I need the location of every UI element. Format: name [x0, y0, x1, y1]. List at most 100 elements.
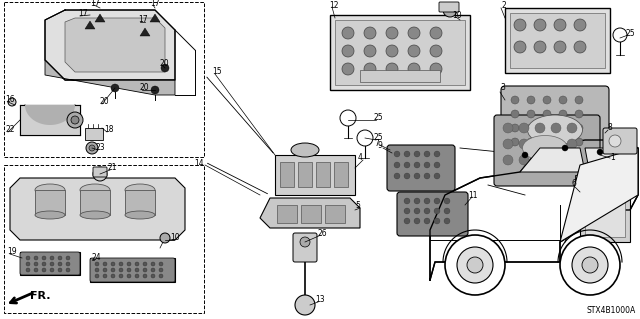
Circle shape: [445, 235, 505, 295]
Circle shape: [119, 268, 123, 272]
Text: 19: 19: [7, 248, 17, 256]
Circle shape: [66, 262, 70, 266]
Polygon shape: [140, 28, 150, 36]
Circle shape: [503, 139, 513, 149]
Circle shape: [151, 86, 159, 94]
Circle shape: [414, 198, 420, 204]
Circle shape: [430, 27, 442, 39]
Circle shape: [386, 63, 398, 75]
Circle shape: [34, 262, 38, 266]
Ellipse shape: [291, 143, 319, 157]
Circle shape: [394, 162, 400, 168]
Text: 9: 9: [377, 142, 382, 151]
Circle shape: [159, 268, 163, 272]
Circle shape: [8, 98, 16, 106]
Circle shape: [503, 123, 513, 133]
Circle shape: [514, 41, 526, 53]
Circle shape: [424, 151, 430, 157]
Circle shape: [414, 208, 420, 214]
Text: 17: 17: [138, 16, 148, 25]
Polygon shape: [90, 258, 175, 282]
Bar: [280, 162, 294, 187]
Text: 20: 20: [140, 84, 150, 93]
Circle shape: [543, 138, 551, 146]
Circle shape: [404, 198, 410, 204]
Circle shape: [551, 123, 561, 133]
Polygon shape: [260, 198, 360, 228]
Circle shape: [434, 162, 440, 168]
Circle shape: [575, 124, 583, 132]
Bar: [330, 15, 470, 90]
Text: 20: 20: [160, 58, 170, 68]
Circle shape: [408, 63, 420, 75]
Polygon shape: [20, 252, 80, 275]
Circle shape: [127, 274, 131, 278]
Text: 25: 25: [626, 28, 636, 38]
Circle shape: [404, 208, 410, 214]
Circle shape: [135, 268, 139, 272]
Ellipse shape: [80, 184, 110, 196]
Circle shape: [300, 237, 310, 247]
Circle shape: [408, 27, 420, 39]
Circle shape: [582, 257, 598, 273]
Bar: [125, 190, 155, 215]
Circle shape: [543, 110, 551, 118]
Circle shape: [26, 262, 30, 266]
Ellipse shape: [522, 136, 568, 160]
Circle shape: [511, 124, 519, 132]
Circle shape: [560, 235, 620, 295]
Circle shape: [160, 233, 170, 243]
Text: 10: 10: [452, 11, 461, 19]
Text: 23: 23: [96, 144, 106, 152]
Circle shape: [554, 19, 566, 31]
Circle shape: [93, 167, 107, 181]
Circle shape: [404, 218, 410, 224]
FancyBboxPatch shape: [90, 258, 175, 282]
Text: 24: 24: [92, 254, 102, 263]
Circle shape: [364, 63, 376, 75]
Circle shape: [430, 63, 442, 75]
Polygon shape: [150, 14, 160, 22]
Circle shape: [444, 198, 450, 204]
Ellipse shape: [35, 211, 65, 219]
Circle shape: [527, 110, 535, 118]
Bar: [277, 205, 297, 223]
Circle shape: [342, 45, 354, 57]
Bar: [298, 162, 312, 187]
Circle shape: [430, 45, 442, 57]
Circle shape: [159, 262, 163, 266]
Circle shape: [609, 135, 621, 147]
Circle shape: [50, 268, 54, 272]
Text: 18: 18: [104, 125, 113, 135]
Text: 8: 8: [608, 123, 612, 132]
Circle shape: [575, 96, 583, 104]
Polygon shape: [275, 155, 355, 195]
Bar: [510, 13, 605, 68]
Circle shape: [71, 116, 79, 124]
Circle shape: [42, 268, 46, 272]
Circle shape: [522, 152, 528, 158]
Text: STX4B1000A: STX4B1000A: [587, 306, 636, 315]
FancyBboxPatch shape: [20, 252, 80, 275]
Circle shape: [111, 84, 119, 92]
Circle shape: [534, 41, 546, 53]
Circle shape: [559, 138, 567, 146]
Text: 1: 1: [610, 153, 615, 162]
Polygon shape: [45, 10, 175, 80]
Circle shape: [86, 142, 98, 154]
Circle shape: [143, 268, 147, 272]
Circle shape: [567, 123, 577, 133]
Circle shape: [575, 138, 583, 146]
Circle shape: [67, 112, 83, 128]
Circle shape: [127, 262, 131, 266]
Circle shape: [342, 63, 354, 75]
Text: 17: 17: [78, 10, 88, 19]
Circle shape: [597, 149, 603, 155]
Polygon shape: [10, 178, 185, 240]
Circle shape: [511, 96, 519, 104]
Circle shape: [434, 208, 440, 214]
Ellipse shape: [125, 184, 155, 196]
Circle shape: [613, 28, 627, 42]
Circle shape: [357, 130, 373, 146]
Circle shape: [26, 256, 30, 260]
